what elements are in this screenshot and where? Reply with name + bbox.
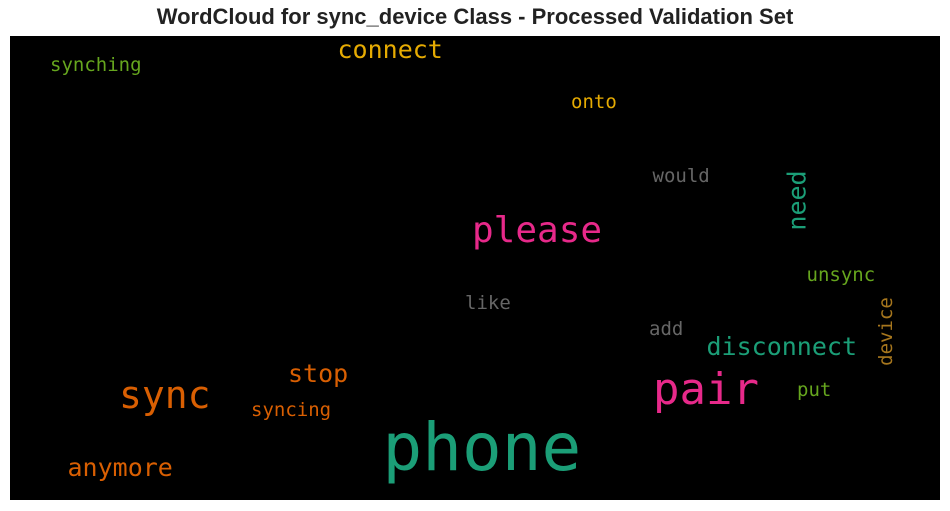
word-put: put bbox=[797, 378, 832, 401]
word-sync: sync bbox=[119, 373, 211, 417]
word-please: please bbox=[472, 210, 603, 251]
word-disconnect: disconnect bbox=[706, 331, 858, 361]
chart-title: WordCloud for sync_device Class - Proces… bbox=[156, 4, 794, 29]
word-pair: pair bbox=[653, 364, 759, 415]
word-stop: stop bbox=[288, 358, 349, 388]
word-like: like bbox=[465, 291, 511, 314]
word-would: would bbox=[652, 164, 710, 187]
word-synching: synching bbox=[50, 53, 142, 76]
word-device: device bbox=[874, 296, 897, 366]
word-connect: connect bbox=[337, 36, 443, 64]
word-unsync: unsync bbox=[806, 263, 876, 286]
wordcloud-canvas: phone pair sync please connect disconnect need… bbox=[10, 36, 940, 500]
word-need: need bbox=[782, 169, 812, 231]
word-phone: phone bbox=[382, 409, 582, 486]
word-onto: onto bbox=[571, 90, 617, 113]
word-add: add bbox=[649, 317, 684, 340]
word-syncing: syncing bbox=[251, 398, 332, 421]
word-anymore: anymore bbox=[67, 452, 173, 482]
